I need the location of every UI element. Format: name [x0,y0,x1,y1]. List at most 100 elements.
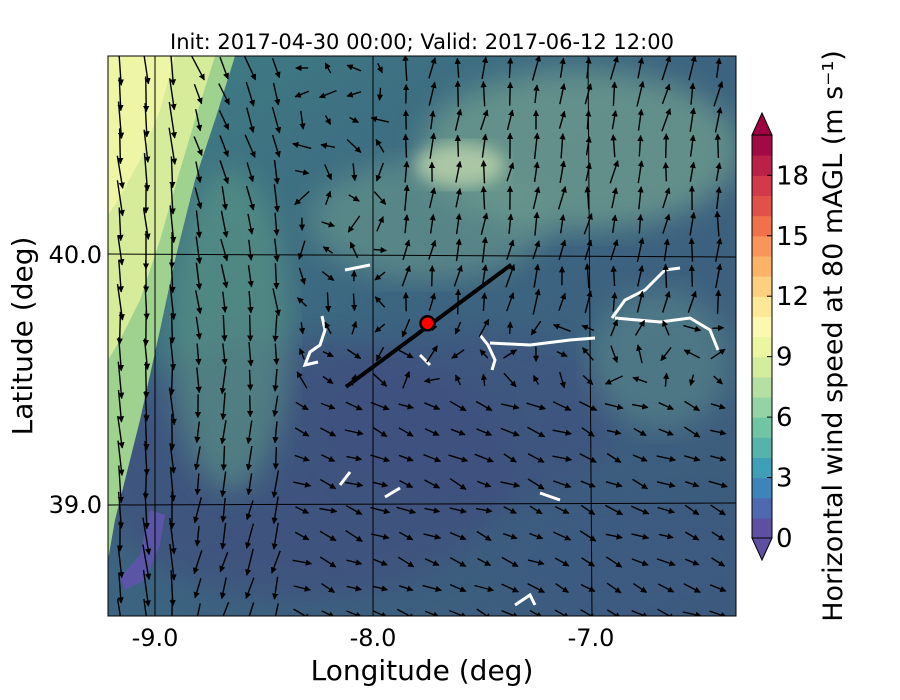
wind-vector [299,110,306,130]
wind-vector [143,390,150,422]
wind-vector [710,348,726,360]
wind-vector [271,496,279,525]
wind-vector [708,480,728,489]
wind-vector [715,237,723,262]
wind-vector [552,480,572,489]
wind-vector [584,239,593,261]
wind-vector [399,479,414,489]
wind-vector [715,289,722,314]
wind-vector [580,583,596,593]
wind-vector [195,109,203,132]
wind-vector [272,395,279,417]
wind-vector [402,133,409,158]
wind-vector [474,584,495,593]
wind-vector [247,342,254,367]
wind-vector [656,455,677,462]
wind-vector [192,550,203,575]
wind-vector [662,187,671,209]
wind-vector [116,598,122,616]
wind-vector [346,91,362,98]
wind-vector [579,453,597,463]
wind-vector [530,320,542,336]
wind-vector [169,205,177,244]
wind-vector [506,292,515,312]
wind-vector [448,454,469,463]
wind-vector [532,288,541,315]
colorbar-segment [752,356,772,378]
plot-title: Init: 2017-04-30 00:00; Valid: 2017-06-1… [170,30,674,54]
wind-vector [581,427,595,437]
wind-vector [351,163,358,182]
wind-vector [532,186,541,210]
wind-vector [604,375,623,385]
wind-vector [243,56,257,81]
wind-vector [604,403,624,410]
wind-vector [526,402,547,411]
wind-vector [398,403,414,410]
wind-vector [610,239,619,261]
wind-vector [709,584,727,592]
wind-vector [687,290,697,313]
wind-vector [503,372,517,388]
wind-vector [684,531,700,541]
wind-vector [477,557,492,567]
wind-vector [689,82,696,105]
wind-vector [143,76,150,113]
wind-vector [322,375,334,385]
wind-vector [715,186,722,210]
colorbar-segment [752,417,772,438]
wind-vector [481,56,489,80]
wind-vector [370,116,390,123]
wind-vector [319,530,337,542]
wind-vector [169,442,177,474]
wind-vector [554,609,570,616]
wind-vector [475,507,493,514]
wind-vector [606,429,622,436]
wind-vector [245,420,253,445]
wind-vector [476,608,492,616]
wind-vector [506,239,515,261]
wind-vector [532,240,541,260]
wind-vector [245,523,255,549]
wind-vector [662,320,670,336]
x-tick-label: -7.0 [568,624,615,652]
wind-vector [272,314,279,343]
wind-vector [656,558,676,567]
wind-vector [347,215,361,233]
wind-vector [559,214,566,234]
wind-vector [449,478,467,490]
wind-vector [657,583,675,593]
wind-vector [117,101,125,140]
wind-vector [610,265,617,286]
wind-vector [688,56,697,81]
wind-vector [195,262,203,291]
colorbar-tick-label: 3 [776,464,793,494]
wind-vector [556,351,568,357]
wind-vector [689,211,697,236]
wind-vector [398,427,414,437]
wind-vector [116,311,123,345]
wind-vector [194,525,201,547]
wind-vector [610,134,617,158]
wind-vector [552,401,572,411]
wind-vector [219,135,229,158]
wind-vector [245,81,256,107]
wind-vector [117,128,124,165]
y-tick-label: 39.0 [49,491,102,519]
wind-vector [271,470,280,499]
wind-vector [633,583,648,593]
wind-vector [221,291,228,313]
wind-vector [611,110,618,130]
wind-vector [168,127,178,165]
wind-vector [345,481,364,488]
wind-vector [169,156,176,189]
wind-vector [500,481,521,488]
wind-vector [606,582,622,594]
wind-vector [501,556,519,568]
wind-vector [552,429,572,436]
wind-vector [398,585,414,592]
wind-vector [429,110,436,130]
wind-vector [116,155,125,189]
colorbar-segment [752,255,772,277]
wind-vector [195,316,202,340]
